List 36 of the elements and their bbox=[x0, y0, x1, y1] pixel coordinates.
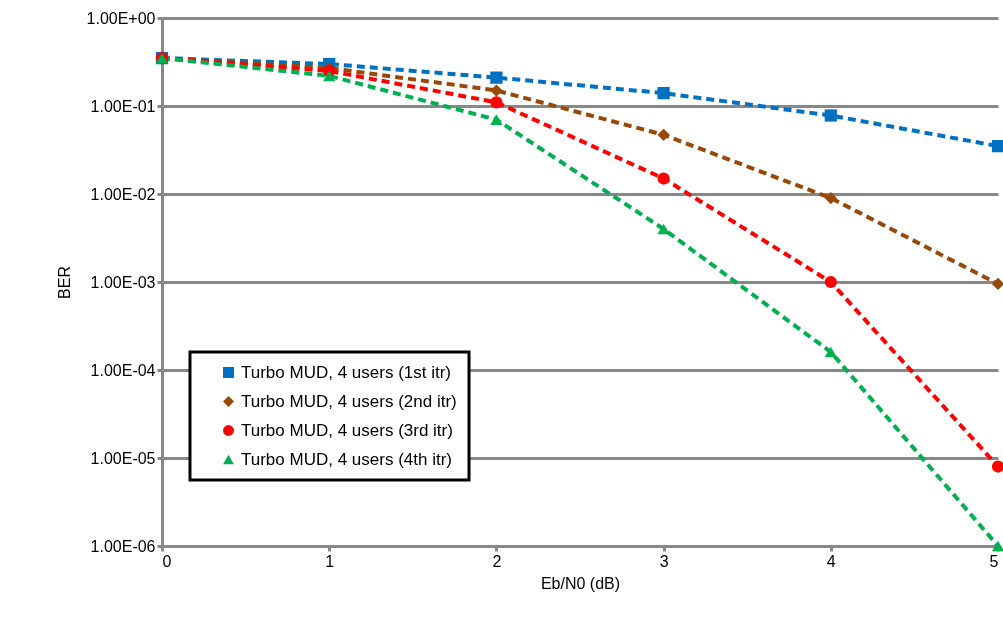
y-tick-label: 1.00E+00 bbox=[86, 9, 156, 27]
y-tick-label: 1.00E-01 bbox=[90, 97, 156, 115]
x-tick-label: 5 bbox=[989, 552, 999, 570]
x-tick-label: 1 bbox=[325, 552, 335, 570]
point bbox=[323, 70, 336, 82]
point bbox=[824, 275, 837, 289]
point bbox=[657, 128, 670, 141]
x-tick-label: 2 bbox=[492, 552, 502, 570]
y-tick-label: 1.00E-06 bbox=[90, 537, 156, 555]
legend-label: Turbo MUD, 4 users (1st itr) bbox=[241, 362, 452, 382]
legend-label: Turbo MUD, 4 users (2nd itr) bbox=[241, 391, 457, 411]
point bbox=[490, 114, 503, 125]
x-tick-label: 4 bbox=[826, 552, 836, 570]
point bbox=[991, 277, 1003, 291]
point bbox=[991, 140, 1003, 153]
point bbox=[657, 223, 670, 235]
point bbox=[657, 87, 670, 100]
x-axis-title: Eb/N0 (dB) bbox=[540, 574, 621, 592]
point bbox=[490, 84, 503, 97]
legend-label: Turbo MUD, 4 users (4th itr) bbox=[241, 449, 452, 469]
y-tick-label: 1.00E-04 bbox=[90, 361, 156, 379]
x-tick-label: 0 bbox=[162, 552, 172, 570]
y-tick-label: 1.00E-02 bbox=[90, 185, 156, 203]
point bbox=[991, 540, 1003, 552]
y-axis-title: BER bbox=[55, 266, 73, 299]
point bbox=[490, 96, 503, 109]
x-tick-label: 3 bbox=[659, 552, 669, 570]
point bbox=[824, 346, 837, 358]
y-tick-label: 1.00E-05 bbox=[90, 449, 156, 467]
legend-label: Turbo MUD, 4 users (3rd itr) bbox=[241, 420, 453, 440]
y-tick-label: 1.00E-03 bbox=[90, 273, 156, 291]
point bbox=[824, 191, 837, 205]
point bbox=[824, 109, 837, 122]
point bbox=[991, 460, 1003, 473]
point bbox=[657, 172, 670, 185]
point bbox=[490, 71, 503, 84]
